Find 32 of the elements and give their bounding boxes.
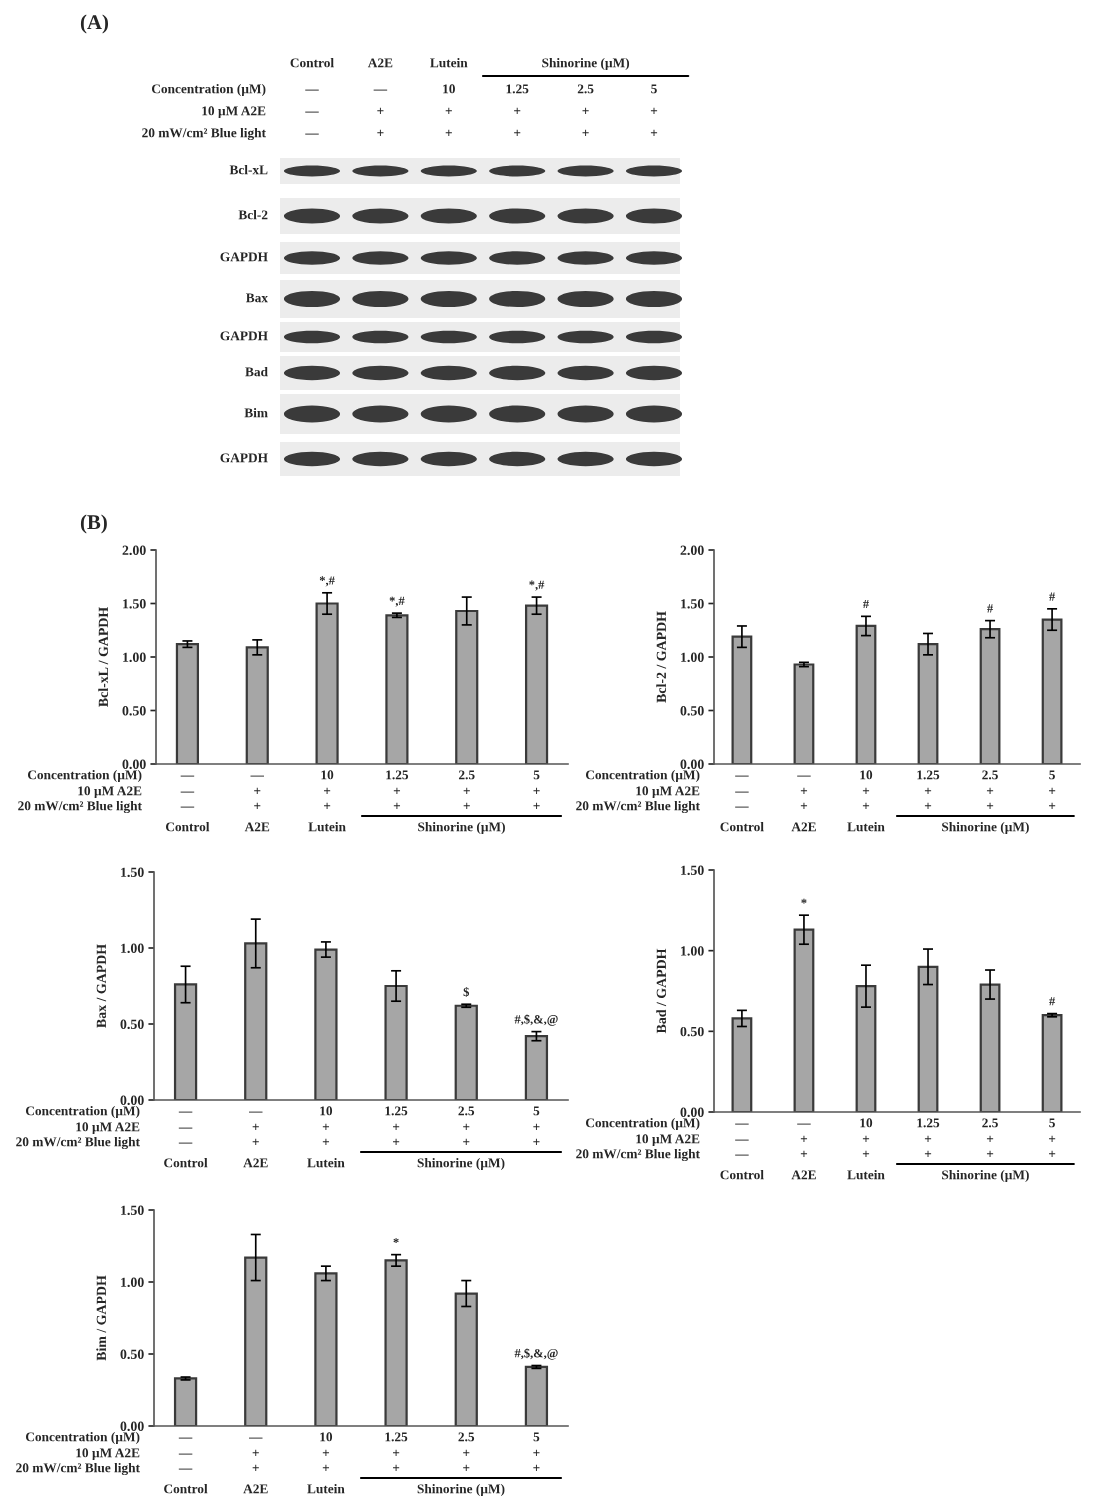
bar (1041, 618, 1063, 764)
bar (315, 602, 339, 764)
bar (917, 643, 939, 764)
bar (175, 643, 200, 764)
bar (384, 984, 408, 1100)
bar (173, 983, 198, 1100)
bar (917, 965, 939, 1112)
bar (455, 609, 479, 764)
text: (A) (80, 14, 108, 34)
bar (384, 1259, 408, 1426)
bar (244, 1256, 268, 1426)
bar (979, 983, 1001, 1112)
bar (524, 1365, 549, 1426)
bar (855, 985, 877, 1112)
bar (314, 948, 338, 1100)
bar (793, 928, 815, 1112)
bar (454, 1292, 478, 1426)
bar (314, 1272, 338, 1426)
bar (1041, 1014, 1063, 1112)
bar (385, 614, 409, 764)
bar (979, 628, 1001, 764)
chart-title: (B) (80, 514, 107, 534)
bar (731, 1017, 753, 1112)
bar (793, 663, 815, 764)
bar (245, 646, 269, 764)
bar (244, 942, 268, 1100)
bar (855, 624, 877, 764)
bar (731, 635, 753, 764)
bar (173, 1377, 198, 1426)
bar (524, 1035, 549, 1100)
bar (524, 604, 549, 764)
bar (454, 1004, 478, 1100)
